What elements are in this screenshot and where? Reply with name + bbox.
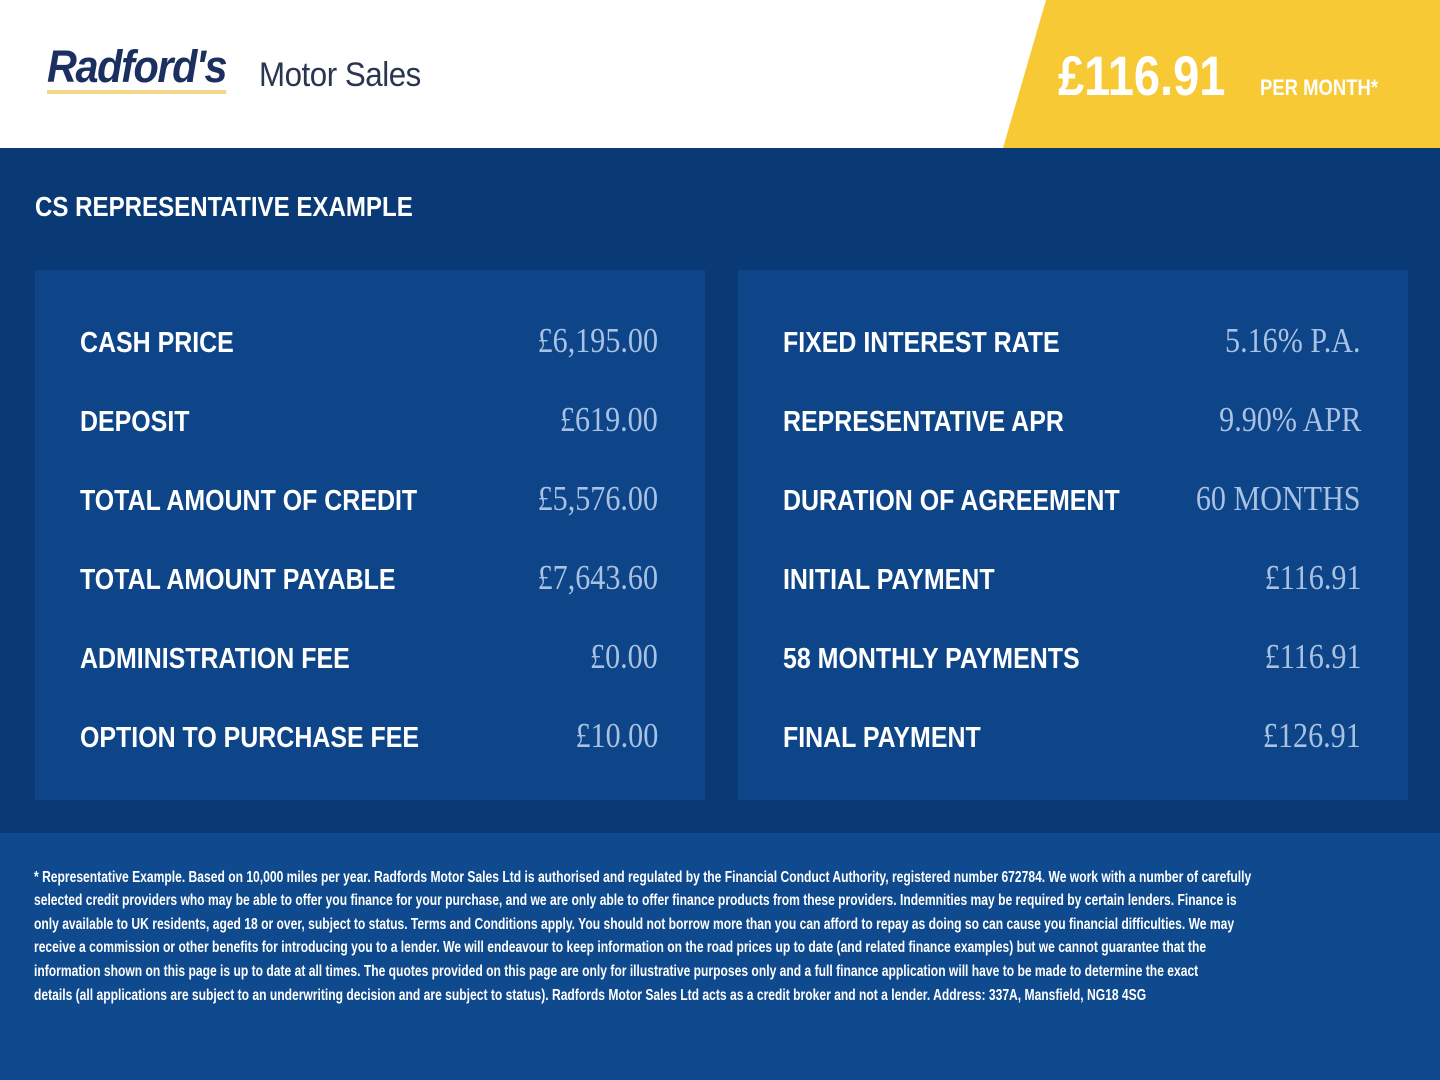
- disclaimer-line: only available to UK residents, aged 18 …: [34, 916, 1235, 933]
- finance-row: TOTAL AMOUNT OF CREDIT £5,576.00: [80, 479, 658, 521]
- row-value: £116.91: [1264, 637, 1361, 676]
- disclaimer-line: information shown on this page is up to …: [34, 963, 1199, 980]
- row-label: DURATION OF AGREEMENT: [783, 485, 1120, 517]
- row-value: £0.00: [590, 637, 658, 676]
- row-label: OPTION TO PURCHASE FEE: [80, 722, 420, 754]
- finance-panel-left: CASH PRICE £6,195.00 DEPOSIT £619.00 TOTAL…: [35, 270, 705, 800]
- row-label: ADMINISTRATION FEE: [80, 643, 350, 675]
- finance-row: OPTION TO PURCHASE FEE £10.00: [80, 716, 658, 758]
- row-label: REPRESENTATIVE APR: [783, 406, 1064, 438]
- row-value: £619.00: [560, 400, 658, 439]
- finance-row: CASH PRICE £6,195.00: [80, 321, 658, 363]
- row-value: £116.91: [1264, 558, 1361, 597]
- finance-row: ADMINISTRATION FEE £0.00: [80, 637, 658, 679]
- row-value: £126.91: [1263, 716, 1361, 755]
- finance-row: TOTAL AMOUNT PAYABLE £7,643.60: [80, 558, 658, 600]
- row-value: 60 MONTHS: [1196, 479, 1361, 518]
- row-label: DEPOSIT: [80, 406, 190, 438]
- disclaimer-line: * Representative Example. Based on 10,00…: [34, 869, 1252, 886]
- finance-panel-right: FIXED INTEREST RATE 5.16% P.A. REPRESENTA…: [738, 270, 1408, 800]
- row-value: £7,643.60: [537, 558, 658, 597]
- finance-row: FINAL PAYMENT £126.91: [783, 716, 1361, 758]
- row-value: £10.00: [575, 716, 658, 755]
- row-value: 5.16% P.A.: [1225, 321, 1361, 360]
- disclaimer-line: receive a commission or other benefits f…: [34, 939, 1207, 956]
- row-value: £6,195.00: [537, 321, 658, 360]
- section-title: CS REPRESENTATIVE EXAMPLE: [35, 191, 413, 222]
- row-label: FINAL PAYMENT: [783, 722, 981, 754]
- row-label: INITIAL PAYMENT: [783, 564, 995, 596]
- row-value: £5,576.00: [537, 479, 658, 518]
- disclaimer-line: details (all applications are subject to…: [34, 987, 1147, 1004]
- finance-row: FIXED INTEREST RATE 5.16% P.A.: [783, 321, 1361, 363]
- price-banner: [1003, 0, 1440, 148]
- logo-subtitle: Motor Sales: [259, 56, 421, 94]
- row-label: TOTAL AMOUNT OF CREDIT: [80, 485, 418, 517]
- row-value: 9.90% APR: [1218, 400, 1361, 439]
- finance-row: REPRESENTATIVE APR 9.90% APR: [783, 400, 1361, 442]
- logo[interactable]: Radford's Motor Sales: [47, 41, 421, 94]
- monthly-price: £116.91: [1058, 44, 1226, 107]
- row-label: TOTAL AMOUNT PAYABLE: [80, 564, 396, 596]
- finance-row: INITIAL PAYMENT £116.91: [783, 558, 1361, 600]
- row-label: FIXED INTEREST RATE: [783, 327, 1060, 359]
- disclaimer-line: selected credit providers who may be abl…: [34, 892, 1237, 909]
- finance-row: 58 MONTHLY PAYMENTS £116.91: [783, 637, 1361, 679]
- header: Radford's Motor Sales £116.91 PER MONTH*: [0, 0, 1440, 148]
- finance-row: DURATION OF AGREEMENT 60 MONTHS: [783, 479, 1361, 521]
- logo-brand: Radford's: [47, 41, 228, 94]
- row-label: CASH PRICE: [80, 327, 234, 359]
- disclaimer: * Representative Example. Based on 10,00…: [0, 833, 1440, 1080]
- price-suffix: PER MONTH*: [1260, 75, 1379, 100]
- row-label: 58 MONTHLY PAYMENTS: [783, 643, 1080, 675]
- finance-row: DEPOSIT £619.00: [80, 400, 658, 442]
